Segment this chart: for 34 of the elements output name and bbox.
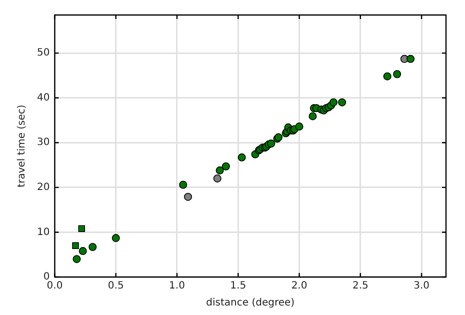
point: [216, 166, 224, 174]
x-axis-title: distance (degree): [206, 298, 295, 309]
x-tick-label: 1.5: [230, 280, 246, 292]
point: [184, 192, 192, 201]
point: [88, 242, 97, 251]
point: [72, 242, 79, 250]
y-tick-label: 20: [36, 182, 50, 194]
point: [393, 70, 402, 78]
y-tick-label: 30: [36, 137, 50, 148]
x-tick-label: 0.5: [108, 280, 124, 292]
point: [330, 98, 338, 106]
point: [222, 162, 230, 170]
point: [406, 54, 415, 63]
y-axis-title: travel time (sec): [16, 104, 28, 188]
x-tick-label: 3.0: [414, 280, 430, 292]
point: [78, 247, 87, 256]
point: [267, 140, 276, 148]
point: [213, 174, 222, 182]
y-tick-label: 50: [36, 48, 50, 59]
x-tick-label: 2.5: [352, 280, 368, 292]
x-tick-label: 1.0: [169, 280, 185, 292]
point: [238, 153, 246, 162]
point: [72, 255, 81, 264]
point: [338, 98, 346, 106]
point: [295, 122, 304, 131]
point: [179, 180, 188, 189]
point: [383, 72, 392, 80]
y-tick-label: 40: [36, 92, 50, 104]
x-tick-label: 2.0: [291, 280, 308, 292]
x-tick-label: 0.0: [46, 280, 63, 292]
y-tick-label: 10: [36, 226, 50, 238]
point: [112, 234, 120, 242]
point: [78, 225, 85, 232]
point: [308, 112, 317, 120]
